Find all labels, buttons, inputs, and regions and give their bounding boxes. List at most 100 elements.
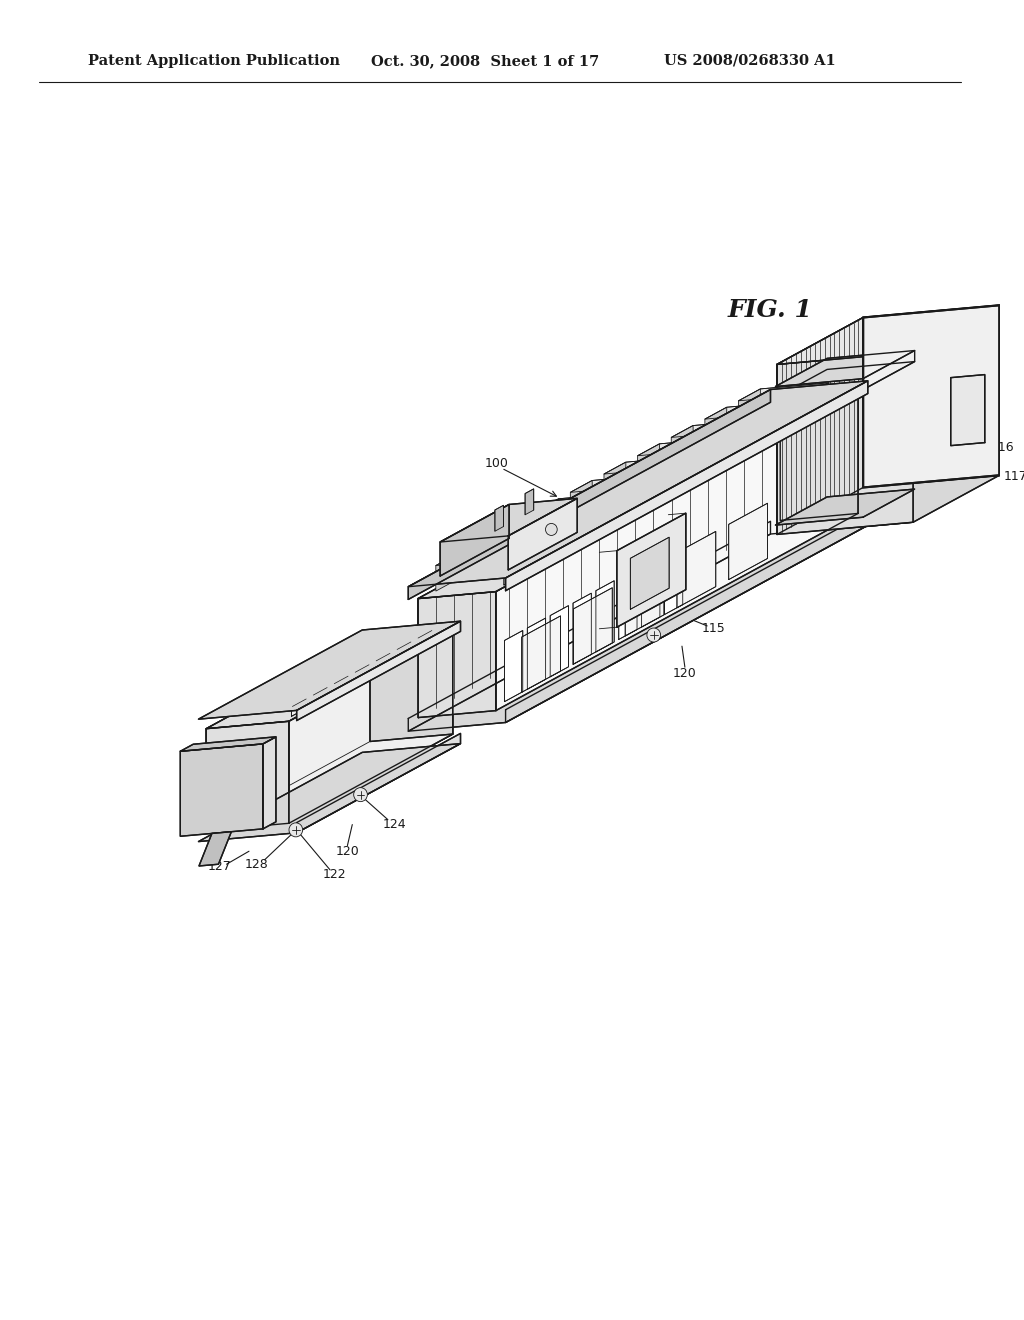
Text: 121: 121 (355, 634, 380, 645)
Text: 110: 110 (961, 404, 984, 417)
Polygon shape (375, 647, 391, 671)
Polygon shape (780, 395, 858, 520)
Text: 126: 126 (239, 743, 262, 755)
Polygon shape (573, 593, 591, 664)
Polygon shape (738, 383, 828, 401)
Polygon shape (409, 380, 867, 586)
Polygon shape (206, 639, 370, 830)
Polygon shape (418, 591, 496, 718)
Polygon shape (206, 721, 289, 830)
Polygon shape (777, 475, 999, 535)
Polygon shape (665, 544, 683, 615)
Polygon shape (409, 525, 867, 731)
Polygon shape (642, 556, 659, 627)
Polygon shape (521, 616, 560, 692)
Polygon shape (739, 420, 761, 457)
Polygon shape (206, 632, 453, 729)
Text: 128: 128 (245, 858, 268, 871)
Text: 117: 117 (1004, 470, 1024, 483)
Polygon shape (436, 553, 458, 591)
Polygon shape (570, 480, 592, 517)
Polygon shape (287, 659, 370, 673)
Polygon shape (672, 420, 761, 437)
Circle shape (353, 788, 368, 801)
Polygon shape (605, 492, 627, 531)
Polygon shape (570, 474, 660, 492)
Polygon shape (292, 693, 307, 717)
Text: Patent Application Publication: Patent Application Publication (88, 54, 340, 69)
Polygon shape (350, 624, 433, 639)
Circle shape (546, 524, 557, 536)
Circle shape (647, 628, 660, 642)
Polygon shape (503, 517, 525, 554)
Polygon shape (777, 318, 863, 535)
Polygon shape (626, 560, 664, 636)
Polygon shape (396, 635, 412, 660)
Polygon shape (738, 389, 761, 426)
Text: 122: 122 (324, 869, 347, 882)
Polygon shape (418, 401, 780, 718)
Polygon shape (266, 669, 349, 684)
Text: 127: 127 (208, 859, 231, 873)
Polygon shape (729, 503, 768, 579)
Polygon shape (418, 395, 858, 598)
Text: 124: 124 (383, 818, 407, 832)
Polygon shape (616, 513, 686, 627)
Polygon shape (436, 548, 525, 565)
Text: 114: 114 (697, 537, 721, 550)
Polygon shape (777, 305, 999, 364)
Polygon shape (672, 455, 694, 494)
Polygon shape (672, 425, 693, 463)
Polygon shape (440, 499, 578, 543)
Text: FIG. 1: FIG. 1 (728, 298, 813, 322)
Polygon shape (706, 438, 728, 475)
Polygon shape (631, 537, 669, 610)
Polygon shape (504, 548, 525, 585)
Polygon shape (308, 647, 391, 661)
Polygon shape (496, 395, 858, 710)
Text: US 2008/0268330 A1: US 2008/0268330 A1 (665, 54, 836, 69)
Circle shape (289, 822, 303, 837)
Polygon shape (618, 569, 637, 639)
Polygon shape (807, 383, 828, 420)
Text: Oct. 30, 2008  Sheet 1 of 17: Oct. 30, 2008 Sheet 1 of 17 (371, 54, 599, 69)
Polygon shape (705, 401, 795, 420)
Polygon shape (503, 511, 593, 529)
Polygon shape (638, 444, 659, 482)
Polygon shape (199, 743, 461, 842)
Polygon shape (596, 581, 614, 652)
Polygon shape (199, 622, 461, 719)
Polygon shape (354, 659, 370, 682)
Polygon shape (469, 529, 559, 548)
Polygon shape (604, 455, 694, 474)
Polygon shape (537, 492, 627, 511)
Polygon shape (950, 375, 985, 446)
Text: 120: 120 (673, 667, 696, 680)
Polygon shape (638, 474, 660, 512)
Text: 115: 115 (702, 623, 726, 635)
Polygon shape (538, 529, 559, 566)
Polygon shape (508, 499, 578, 570)
Polygon shape (224, 693, 307, 708)
Polygon shape (289, 632, 453, 824)
Polygon shape (312, 681, 328, 705)
Polygon shape (705, 408, 727, 445)
Polygon shape (263, 737, 275, 829)
Polygon shape (370, 632, 453, 742)
Polygon shape (505, 631, 523, 702)
Polygon shape (417, 624, 433, 648)
Polygon shape (495, 506, 504, 531)
Polygon shape (863, 305, 999, 487)
Polygon shape (418, 513, 858, 718)
Polygon shape (329, 635, 412, 649)
Polygon shape (206, 734, 453, 830)
Polygon shape (537, 499, 558, 536)
Polygon shape (506, 380, 867, 591)
Polygon shape (297, 734, 461, 833)
Polygon shape (573, 587, 612, 664)
Text: 116: 116 (990, 441, 1014, 454)
Polygon shape (525, 488, 534, 515)
Polygon shape (180, 744, 263, 837)
Polygon shape (199, 832, 231, 866)
Polygon shape (550, 606, 568, 677)
